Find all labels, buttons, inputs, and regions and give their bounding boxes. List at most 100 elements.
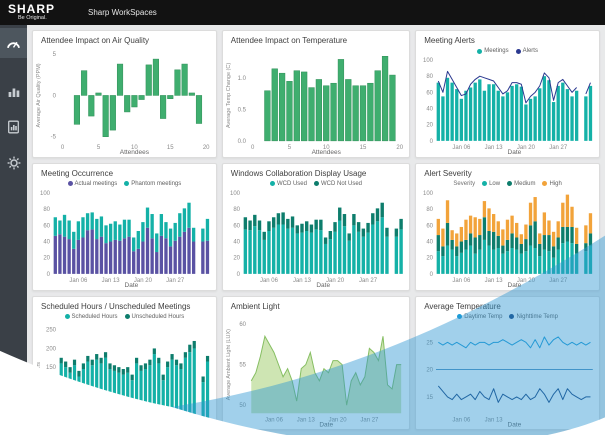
svg-text:Average Temp Change (C): Average Temp Change (C): [226, 63, 232, 128]
svg-text:100: 100: [40, 191, 51, 197]
chart-title: Scheduled Hours / Unscheduled Meetings: [41, 301, 191, 311]
svg-text:Date: Date: [319, 421, 333, 428]
svg-text:Jan 06: Jan 06: [260, 278, 279, 284]
legend-dot-icon: [313, 181, 319, 187]
report-icon: [7, 120, 20, 134]
gauge-icon: [6, 37, 21, 50]
legend-item[interactable]: Medium: [507, 181, 535, 187]
sidebar-item-settings[interactable]: [0, 148, 27, 178]
svg-text:20: 20: [427, 256, 434, 262]
legend-item[interactable]: Low: [482, 181, 500, 187]
svg-text:15: 15: [427, 395, 434, 401]
legend-item[interactable]: WCD Not Used: [313, 181, 362, 187]
legend-label: Daytime Temp: [464, 313, 503, 320]
sharp-logo-text: SHARP: [8, 2, 56, 17]
svg-text:80: 80: [427, 74, 434, 80]
legend-item[interactable]: Daytime Temp: [457, 314, 502, 320]
legend-item[interactable]: Nighttime Temp: [509, 314, 558, 320]
svg-text:20: 20: [203, 145, 210, 151]
svg-text:Jan 13: Jan 13: [485, 417, 504, 423]
wcd-usage-chart[interactable]: 100 80 60 40 20 0 Jan 06 Jan 13 Jan 20 Jan 27 Date: [223, 189, 409, 290]
svg-text:Jan 06: Jan 06: [69, 278, 88, 284]
svg-text:40: 40: [43, 239, 50, 245]
legend-item[interactable]: Alerts: [515, 48, 538, 54]
meeting-occurrence-chart[interactable]: 100 80 60 40 20 0 Jan 06 Jan 13 Jan 20 Jan 27 Date: [33, 189, 216, 290]
legend-item[interactable]: High: [542, 180, 562, 187]
left-nav-sidebar: [0, 25, 27, 435]
legend-dot-icon: [457, 314, 463, 320]
alert-severity-chart[interactable]: 100 80 60 40 20 0 Jan 06 Jan 13 Jan 20 Jan 27 Date: [416, 189, 599, 290]
svg-text:60: 60: [239, 322, 246, 328]
legend-title: Severity: [453, 180, 476, 187]
legend-item[interactable]: Meetings: [477, 48, 509, 54]
legend-label: Unscheduled Hours: [131, 313, 185, 320]
svg-text:Jan 13: Jan 13: [485, 278, 504, 284]
svg-text:50: 50: [239, 403, 246, 409]
card-ambient-light: Ambient Light 60 55 50 Average Ambient Ligh…: [221, 295, 411, 430]
legend-dot-icon: [67, 181, 73, 187]
svg-text:0.0: 0.0: [237, 139, 246, 145]
legend-item[interactable]: WCD Used: [269, 181, 307, 187]
temperature-bar-chart[interactable]: 1.0 0.5 0.0 Average Temp Change (C) 0 5 10 15 20…: [223, 46, 409, 157]
meeting-alerts-chart[interactable]: 100 80 60 40 20 0 Jan 06 Jan 13 Jan 20 Jan 27 Date: [416, 56, 599, 157]
chart-title: Meeting Occurrence: [41, 168, 114, 178]
svg-text:Date: Date: [508, 149, 522, 156]
svg-text:80: 80: [43, 207, 50, 213]
chart-title: Attendee Impact on Temperature: [230, 36, 348, 45]
sidebar-item-reports[interactable]: [0, 112, 27, 142]
svg-text:0: 0: [53, 93, 57, 99]
svg-text:Jan 20: Jan 20: [517, 278, 536, 284]
svg-text:Jan 20: Jan 20: [328, 417, 347, 423]
legend-label: Low: [489, 180, 501, 187]
svg-text:0: 0: [236, 272, 240, 278]
svg-text:Jan 27: Jan 27: [360, 417, 379, 423]
card-meeting-occurrence: Meeting Occurrence Actual meetings Phanto…: [32, 162, 217, 291]
legend-item[interactable]: Scheduled Hours: [64, 314, 118, 320]
svg-text:20: 20: [233, 256, 240, 262]
sidebar-item-analytics[interactable]: [0, 76, 27, 106]
svg-text:40: 40: [427, 239, 434, 245]
legend-item[interactable]: Phantom meetings: [124, 181, 181, 187]
svg-text:Jan 27: Jan 27: [166, 278, 185, 284]
legend-dot-icon: [509, 314, 515, 320]
svg-text:Jan 13: Jan 13: [102, 278, 121, 284]
svg-text:Date: Date: [508, 421, 522, 428]
svg-text:10: 10: [323, 145, 330, 151]
ambient-light-chart[interactable]: 60 55 50 Average Ambient Light (LUX) Jan 06 J…: [223, 312, 409, 429]
scheduled-hours-chart[interactable]: 250 200 150 # of Hours: [33, 322, 216, 429]
legend-label: Actual meetings: [74, 180, 118, 187]
svg-text:0: 0: [430, 272, 434, 278]
svg-text:5: 5: [288, 145, 292, 151]
chart-legend: Meetings Alerts: [416, 46, 599, 56]
svg-text:25: 25: [427, 340, 434, 346]
card-average-temperature: Average Temperature Daytime Temp Nighttim…: [415, 295, 600, 430]
legend-item[interactable]: Unscheduled Hours: [124, 313, 185, 320]
svg-text:60: 60: [427, 90, 434, 96]
card-wcd-usage: Windows Collaboration Display Usage WCD …: [221, 162, 411, 291]
card-attendee-temperature: Attendee Impact on Temperature 1.0 0.5 0.0…: [221, 30, 411, 158]
average-temperature-chart[interactable]: 25 20 15 Jan 06 Jan 13 Date: [416, 322, 599, 429]
svg-text:10: 10: [131, 145, 138, 151]
legend-dot-icon: [269, 181, 275, 187]
chart-legend: Daytime Temp Nighttime Temp: [416, 312, 599, 322]
svg-text:Jan 27: Jan 27: [359, 278, 378, 284]
svg-text:15: 15: [167, 145, 174, 151]
chart-legend: WCD Used WCD Not Used: [223, 179, 409, 189]
svg-text:80: 80: [427, 207, 434, 213]
svg-text:Average Ambient Light (LUX): Average Ambient Light (LUX): [226, 329, 232, 400]
svg-text:200: 200: [46, 346, 57, 352]
legend-item[interactable]: Actual meetings: [67, 180, 118, 187]
svg-text:Date: Date: [508, 282, 522, 289]
svg-text:100: 100: [423, 191, 434, 197]
sidebar-item-dashboard[interactable]: [0, 28, 27, 58]
air-quality-bar-chart[interactable]: 5 0 -5 Average Air Quality (PPM) 0 5 10 15 20 Att…: [33, 46, 216, 157]
svg-text:20: 20: [43, 256, 50, 262]
legend-label: High: [549, 180, 562, 187]
legend-dot-icon: [64, 314, 70, 320]
chart-title: Ambient Light: [230, 301, 280, 311]
svg-text:Date: Date: [125, 282, 139, 289]
svg-text:Jan 06: Jan 06: [453, 278, 472, 284]
legend-label: Alerts: [522, 48, 538, 54]
svg-text:Jan 13: Jan 13: [297, 417, 316, 423]
chart-title: Average Temperature: [424, 301, 501, 311]
